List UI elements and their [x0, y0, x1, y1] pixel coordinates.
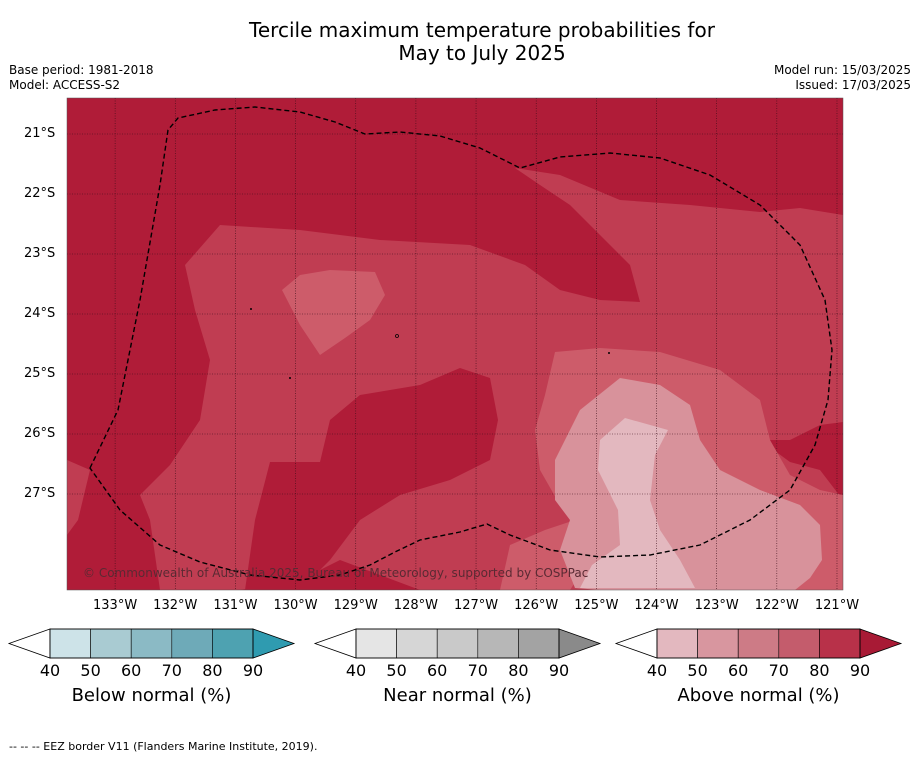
colorbar-over-arrow [252, 628, 296, 659]
footer-note: -- -- -- EEZ border V11 (Flanders Marine… [9, 740, 318, 753]
lat-tick-label: 27°S [24, 486, 56, 501]
lon-tick-label: 121°W [814, 598, 860, 613]
colorbar-segment [212, 628, 254, 659]
lon-tick-label: 124°W [634, 598, 679, 613]
lon-tick-label: 130°W [273, 598, 318, 613]
colorbar-tick-label: 40 [39, 661, 61, 680]
island-marker [250, 308, 252, 310]
lon-tick-label: 129°W [333, 598, 378, 613]
colorbar-segment [355, 628, 397, 659]
lat-tick-label: 21°S [24, 126, 56, 141]
meta-left: Base period: 1981-2018 Model: ACCESS-S2 [9, 63, 154, 93]
lon-tick-label: 131°W [213, 598, 258, 613]
colorbar-segment [778, 628, 820, 659]
colorbar-segment [49, 628, 91, 659]
title-line-2: May to July 2025 [398, 41, 566, 65]
level-80-90-east [760, 422, 843, 500]
colorbar-segment [737, 628, 780, 659]
meta-right: Model run: 15/03/2025 Issued: 17/03/2025 [774, 63, 911, 93]
lat-tick-label: 24°S [24, 306, 56, 321]
colorbar-tick-label: 40 [646, 661, 668, 680]
lon-tick-label: 122°W [754, 598, 799, 613]
lon-tick-label: 123°W [694, 598, 739, 613]
colorbar-over-arrow [859, 628, 903, 659]
level-40-50-region [580, 418, 695, 588]
colorbar-tick-label: 40 [345, 661, 367, 680]
colorbar-outline [656, 628, 861, 659]
colorbar-segment [171, 628, 213, 659]
eez-border [89, 106, 833, 581]
colorbar-under-arrow [7, 628, 51, 659]
lon-tick-label: 125°W [574, 598, 619, 613]
lon-tick-label: 132°W [153, 598, 198, 613]
colorbar-tick-label: 70 [161, 661, 182, 680]
map-frame [66, 97, 844, 591]
colorbar-outline [355, 628, 560, 659]
colorbar-over-arrow [558, 628, 602, 659]
colorbar-tick-label: 50 [687, 661, 708, 680]
colorbar-segment [819, 628, 861, 659]
colorbar-title: Above normal (%) [677, 685, 840, 706]
colorbar-segment [130, 628, 173, 659]
island-marker [608, 352, 610, 354]
colorbar-tick-label: 60 [121, 661, 142, 680]
map-grid [67, 98, 843, 590]
island-marker [289, 377, 291, 379]
colorbar-segment [396, 628, 438, 659]
colorbar-segment [656, 628, 698, 659]
colorbar-tick-label: 70 [768, 661, 789, 680]
colorbar-title: Near normal (%) [383, 685, 532, 706]
model-run: Model run: 15/03/2025 [773, 63, 911, 77]
lat-tick-label: 25°S [24, 366, 56, 381]
lon-tick-label: 127°W [453, 598, 499, 613]
colorbar-under-arrow [614, 628, 658, 659]
chart-title: Tercile maximum temperature probabilitie… [0, 19, 919, 65]
title-line-1: Tercile maximum temperature probabilitie… [249, 18, 715, 42]
colorbar-tick-label: 70 [467, 661, 488, 680]
colorbar-tick-label: 80 [809, 661, 830, 680]
lat-tick-label: 23°S [24, 246, 56, 261]
colorbar-segment [477, 628, 519, 659]
lon-tick-label: 126°W [514, 598, 559, 613]
colorbar-tick-label: 50 [386, 661, 407, 680]
colorbar-title: Below normal (%) [71, 685, 232, 706]
lon-tick-label: 128°W [393, 598, 438, 613]
colorbar-segment [436, 628, 479, 659]
level-80-90-inner [245, 368, 498, 590]
base-period: Base period: 1981-2018 [9, 63, 154, 77]
colorbar-segment [697, 628, 739, 659]
copyright-text: © Commonwealth of Australia 2025, Bureau… [83, 566, 588, 580]
island-marker [395, 334, 399, 338]
lon-tick-label: 133°W [93, 598, 138, 613]
lat-tick-label: 22°S [24, 186, 56, 201]
colorbar-segment [90, 628, 132, 659]
colorbar-under-arrow [313, 628, 357, 659]
colorbar-tick-label: 50 [80, 661, 101, 680]
colorbar-segment [518, 628, 560, 659]
colorbar-tick-label: 60 [728, 661, 749, 680]
model-name: Model: ACCESS-S2 [9, 78, 121, 92]
colorbar-tick-label: 80 [202, 661, 223, 680]
colorbar-tick-label: 90 [849, 661, 871, 680]
colorbar-tick-label: 90 [548, 661, 570, 680]
map-field: © Commonwealth of Australia 2025, Bureau… [67, 98, 843, 590]
colorbar-tick-label: 80 [508, 661, 529, 680]
colorbar-tick-label: 90 [242, 661, 264, 680]
lat-tick-label: 26°S [24, 426, 56, 441]
colorbar-tick-label: 60 [427, 661, 448, 680]
issued-date: Issued: 17/03/2025 [795, 78, 911, 92]
colorbar-outline [49, 628, 254, 659]
